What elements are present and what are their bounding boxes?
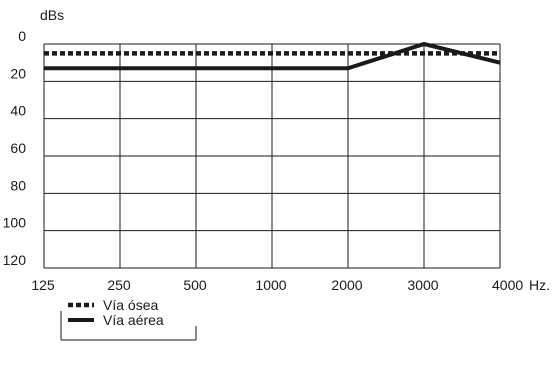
y-tick-label: 100: [3, 215, 27, 231]
y-tick-label: 40: [10, 103, 26, 119]
x-tick-label: 4000: [492, 277, 523, 293]
x-tick-label: 3000: [407, 277, 438, 293]
x-tick-label: 1000: [255, 277, 286, 293]
series-layer: [44, 41, 501, 71]
y-tick-label: 120: [3, 252, 27, 268]
grid: [43, 43, 501, 269]
y-axis-unit-label: dBs: [40, 7, 64, 23]
x-tick-label: 125: [31, 277, 55, 293]
series-line-via-aerea: [44, 41, 501, 71]
y-tick-label: 20: [10, 65, 26, 81]
y-tick-label: 60: [10, 140, 26, 156]
legend-label: Vía ósea: [103, 297, 158, 313]
x-tick-label: 500: [183, 277, 207, 293]
legend-label: Vía aérea: [103, 312, 164, 328]
x-tick-label: 250: [107, 277, 131, 293]
y-tick-label: 0: [18, 28, 26, 44]
x-tick-label: 2000: [331, 277, 362, 293]
x-axis-unit-label: Hz.: [529, 277, 550, 293]
y-tick-label: 80: [10, 177, 26, 193]
